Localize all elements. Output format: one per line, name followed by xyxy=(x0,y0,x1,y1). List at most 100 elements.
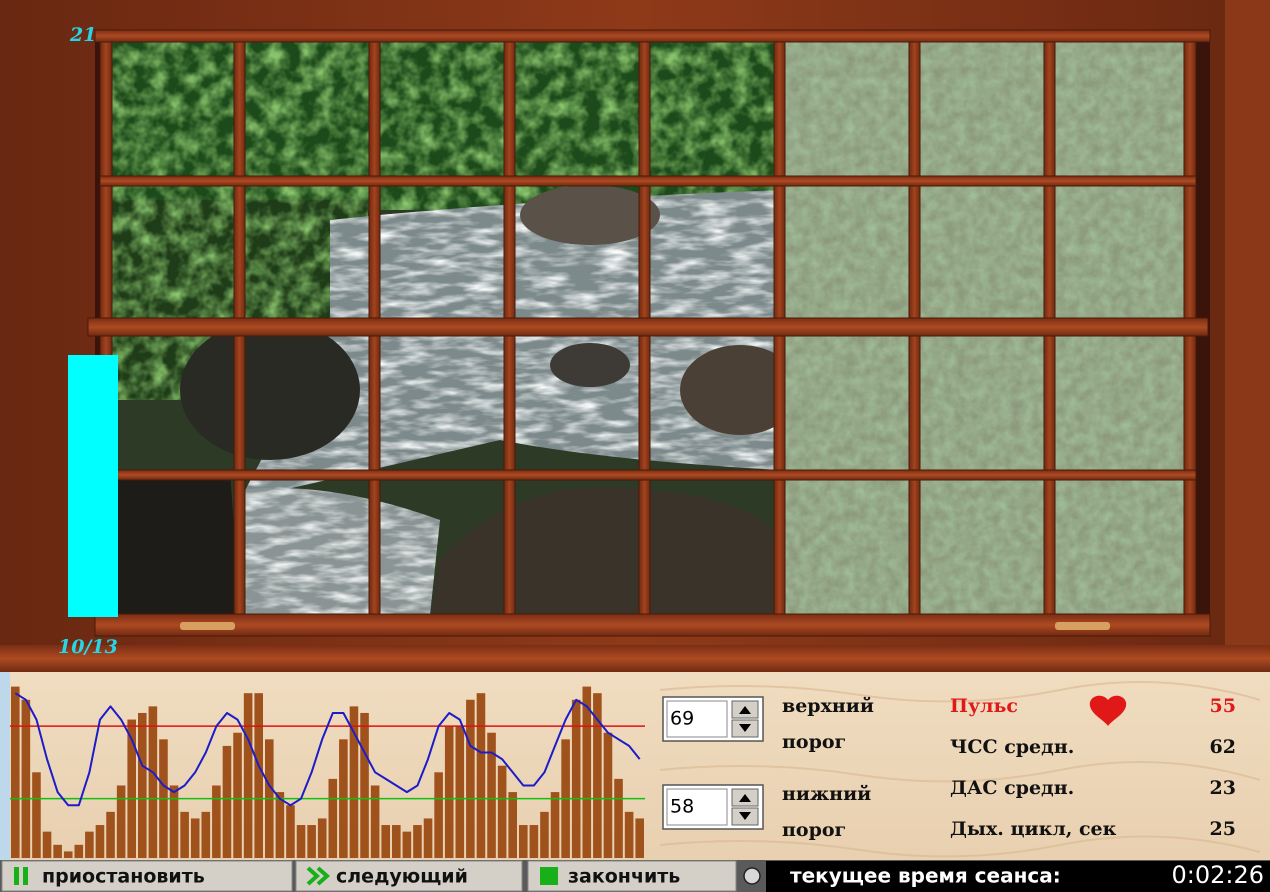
spin-field[interactable] xyxy=(666,700,728,738)
spin-down-arrow xyxy=(739,812,751,820)
bar xyxy=(497,765,507,858)
bar xyxy=(434,772,443,858)
wave xyxy=(659,835,1261,858)
pause-icon xyxy=(14,867,19,885)
bar xyxy=(466,699,475,858)
bar xyxy=(212,785,221,858)
spin-down-arrow xyxy=(739,724,751,732)
button-label[interactable]: следующий xyxy=(336,866,468,888)
wave xyxy=(659,761,1261,783)
bar xyxy=(74,844,84,858)
level-top-label: 21 xyxy=(69,24,96,46)
rock xyxy=(430,486,780,615)
bar xyxy=(222,745,232,858)
threshold-label: нижний xyxy=(782,783,871,805)
bar xyxy=(286,805,295,858)
bar xyxy=(582,686,592,858)
rock xyxy=(520,185,660,245)
bar xyxy=(392,825,401,858)
stat-value: 25 xyxy=(1210,818,1236,840)
bar xyxy=(550,792,560,858)
stat-value: 23 xyxy=(1210,777,1236,799)
bar xyxy=(21,699,31,858)
spin-value: 58 xyxy=(670,796,694,818)
bar xyxy=(180,811,189,858)
rock xyxy=(108,470,240,615)
bar xyxy=(42,831,52,858)
bar xyxy=(360,712,369,858)
breathing-chart xyxy=(10,686,645,858)
stat-label: Дых. цикл, сек xyxy=(950,818,1117,840)
bar xyxy=(508,792,517,858)
panel-waves xyxy=(659,681,1261,858)
bar xyxy=(53,844,62,858)
bar xyxy=(243,693,253,858)
bar xyxy=(11,686,20,858)
bar xyxy=(540,811,549,858)
status-label: текущее время сеанса: xyxy=(790,864,1061,888)
button[interactable] xyxy=(527,860,737,892)
pause-icon xyxy=(23,867,28,885)
spin-up-arrow xyxy=(739,706,751,714)
heart-icon xyxy=(1089,695,1127,726)
bar xyxy=(402,831,412,858)
handle xyxy=(1055,622,1110,630)
bar xyxy=(95,825,105,858)
rock xyxy=(680,345,800,435)
bar xyxy=(614,778,623,858)
buttons: приостановить следующий закончить xyxy=(1,860,737,892)
threshold-controls: 69 верхний порог 58 нижний порог xyxy=(662,695,874,841)
rails xyxy=(87,29,1211,637)
bar xyxy=(487,732,496,858)
threshold-label: порог xyxy=(782,819,846,841)
button-label[interactable]: приостановить xyxy=(42,866,205,888)
bar xyxy=(32,772,41,858)
bar xyxy=(519,825,528,858)
status-bar xyxy=(766,861,1270,892)
rail xyxy=(99,175,1197,187)
threshold-label: верхний xyxy=(782,695,874,717)
bar xyxy=(529,825,539,858)
stat-value: 55 xyxy=(1210,695,1236,717)
level-indicator xyxy=(68,355,118,617)
bar xyxy=(476,693,486,858)
rail xyxy=(94,613,1211,637)
bar xyxy=(275,792,285,858)
left-strip xyxy=(0,672,10,860)
bar xyxy=(169,785,179,858)
rail xyxy=(99,469,1197,481)
bar xyxy=(455,726,465,858)
spin-up-arrow xyxy=(739,794,751,802)
record-indicator xyxy=(743,867,761,885)
bar xyxy=(254,693,263,858)
bar xyxy=(593,693,602,858)
bar xyxy=(571,699,581,858)
bar xyxy=(201,811,211,858)
spin-field[interactable] xyxy=(666,788,728,826)
level-bottom-label: 10/13 xyxy=(58,636,118,658)
bar xyxy=(603,732,613,858)
bar xyxy=(138,712,147,858)
button[interactable] xyxy=(295,860,523,892)
rock xyxy=(550,343,630,387)
bar xyxy=(106,811,115,858)
button[interactable] xyxy=(1,860,293,892)
falls-foam xyxy=(240,488,440,615)
bar xyxy=(381,825,390,858)
wave xyxy=(659,681,1261,703)
bar xyxy=(328,778,338,858)
bar xyxy=(624,811,634,858)
stat-value: 62 xyxy=(1210,736,1236,758)
bar xyxy=(296,825,306,858)
bar xyxy=(635,818,644,858)
button-label[interactable]: закончить xyxy=(568,866,680,888)
bar xyxy=(413,825,422,858)
next-icon xyxy=(306,866,331,886)
session-time: 0:02:26 xyxy=(1171,861,1264,889)
bar xyxy=(317,818,327,858)
rock xyxy=(180,320,360,460)
bar xyxy=(307,825,316,858)
